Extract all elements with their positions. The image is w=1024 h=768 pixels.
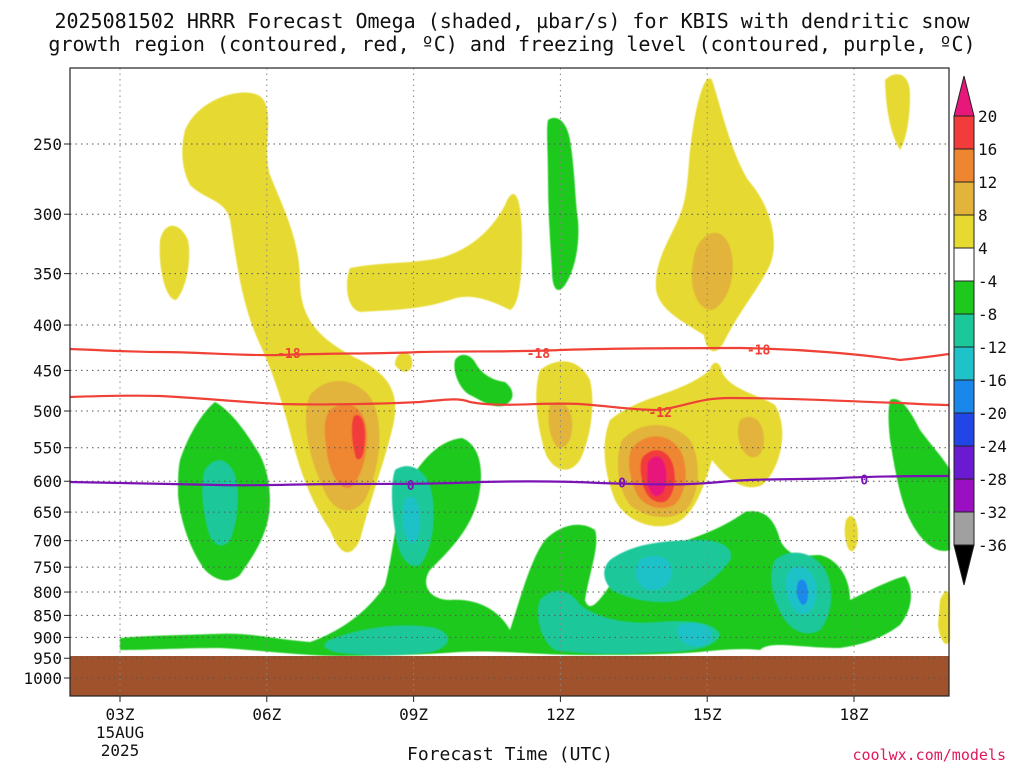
omega-magenta-region <box>647 456 667 496</box>
credit-link[interactable]: coolwx.com/models <box>852 746 1006 764</box>
omega-teal-region <box>324 625 448 655</box>
colorbar-tick-label: -32 <box>978 503 1007 522</box>
omega-yellow-region <box>938 591 950 645</box>
ground-fill <box>70 656 949 696</box>
x-tick-label: 06Z <box>252 705 281 724</box>
x-date-label: 15AUG <box>96 723 144 742</box>
x-tick-label: 15Z <box>693 705 722 724</box>
plot-frame <box>69 67 950 697</box>
colorbar-swatch <box>953 181 975 216</box>
omega-teal-region <box>202 460 238 546</box>
colorbar-swatch <box>953 412 975 447</box>
freezing-level-contour-0 <box>69 474 950 487</box>
chart-title-line-1: 2025081502 HRRR Forecast Omega (shaded, … <box>54 9 970 33</box>
y-tick-label: 350 <box>33 265 62 284</box>
omega-yellow-region <box>885 74 910 150</box>
y-tick-label: 950 <box>33 649 62 668</box>
colorbar-swatch <box>953 511 975 546</box>
contour-label: 0 <box>860 473 868 488</box>
contour-label: -18 <box>277 347 301 362</box>
colorbar-tick-label: -8 <box>978 305 997 324</box>
y-tick-label: 850 <box>33 606 62 625</box>
omega-teal-region <box>538 590 720 654</box>
dendritic-contour-12 <box>69 394 950 412</box>
colorbar-tick-label: 8 <box>978 206 988 225</box>
x-tick-label: 12Z <box>546 705 575 724</box>
omega-red-region <box>351 415 366 460</box>
y-tick-label: 1000 <box>23 669 62 688</box>
omega-shading <box>120 74 950 656</box>
y-tick-label: 500 <box>33 402 62 421</box>
x-tick-label: 18Z <box>840 705 869 724</box>
y-tick-label: 600 <box>33 472 62 491</box>
omega-yellow-region <box>395 352 413 372</box>
colorbar-swatch <box>953 313 975 348</box>
y-tick-label: 250 <box>33 135 62 154</box>
contour-label: 0 <box>407 479 415 494</box>
colorbar-swatch <box>953 478 975 513</box>
omega-cyan-region <box>402 496 420 544</box>
contour-label: -18 <box>527 347 551 362</box>
colorbar-tick-label: -36 <box>978 536 1007 555</box>
omega-green-region <box>454 354 513 407</box>
grid-lines <box>70 68 949 696</box>
omega-yellow-region <box>655 78 774 352</box>
x-tick-label: 03Z <box>106 705 135 724</box>
omega-yellow-region <box>844 515 858 552</box>
colorbar-tick-label: -12 <box>978 338 1007 357</box>
omega-orange-region <box>691 232 733 310</box>
y-tick-label: 650 <box>33 503 62 522</box>
x-axis-label: Forecast Time (UTC) <box>407 744 613 765</box>
y-tick-label: 550 <box>33 439 62 458</box>
colorbar-swatch <box>953 148 975 183</box>
colorbar-tick-label: -24 <box>978 437 1007 456</box>
chart-title-line-2: growth region (contoured, red, ºC) and f… <box>48 32 976 56</box>
x-tick-label: 09Z <box>399 705 428 724</box>
colorbar-tick-label: 4 <box>978 239 988 258</box>
contour-label: -12 <box>648 406 671 421</box>
omega-green-region <box>547 117 579 290</box>
y-tick-label: 300 <box>33 205 62 224</box>
omega-yellow-region <box>159 225 190 300</box>
contour-label: -18 <box>747 343 771 358</box>
colorbar-tick-label: -20 <box>978 404 1007 423</box>
y-tick-label: 800 <box>33 583 62 602</box>
omega-cyan-region <box>635 555 672 591</box>
contour-labels: -18 -18 -18 -12 0 0 0 <box>277 343 868 494</box>
contour-label: 0 <box>618 477 626 492</box>
colorbar-tick-label: -4 <box>978 272 997 291</box>
omega-orange-region <box>548 402 573 449</box>
y-tick-label: 750 <box>33 558 62 577</box>
colorbar-swatch <box>953 214 975 249</box>
colorbar-swatch <box>953 280 975 315</box>
omega-green-region <box>120 438 912 656</box>
colorbar-swatch-min <box>953 544 975 586</box>
colorbar-swatch <box>953 115 975 150</box>
y-axis: 250 300 350 400 450 500 550 600 650 700 750 800 850 9… <box>23 135 70 688</box>
omega-cyan-region <box>677 623 712 647</box>
colorbar-swatch-max <box>953 75 975 117</box>
colorbar-swatch <box>953 247 975 282</box>
omega-yellow-region <box>347 193 522 312</box>
colorbar-tick-label: 12 <box>978 173 997 192</box>
omega-green-region <box>888 399 950 551</box>
colorbar-swatch <box>953 346 975 381</box>
y-tick-label: 900 <box>33 628 62 647</box>
colorbar-tick-label: -16 <box>978 371 1007 390</box>
y-tick-label: 400 <box>33 316 62 335</box>
x-date-label: 2025 <box>101 741 140 760</box>
y-tick-label: 700 <box>33 532 62 551</box>
colorbar-tick-label: -28 <box>978 470 1007 489</box>
colorbar-swatch <box>953 445 975 480</box>
y-tick-label: 450 <box>33 361 62 380</box>
dendritic-contour-18 <box>69 346 950 362</box>
omega-orange-region <box>737 416 764 458</box>
colorbar-swatch <box>953 379 975 414</box>
colorbar-tick-label: 20 <box>978 107 997 126</box>
colorbar-tick-label: 16 <box>978 140 997 159</box>
colorbar: 20 16 12 8 4 -4 -8 -12 -16 -20 -24 -28 -32 -36 <box>953 75 1007 586</box>
